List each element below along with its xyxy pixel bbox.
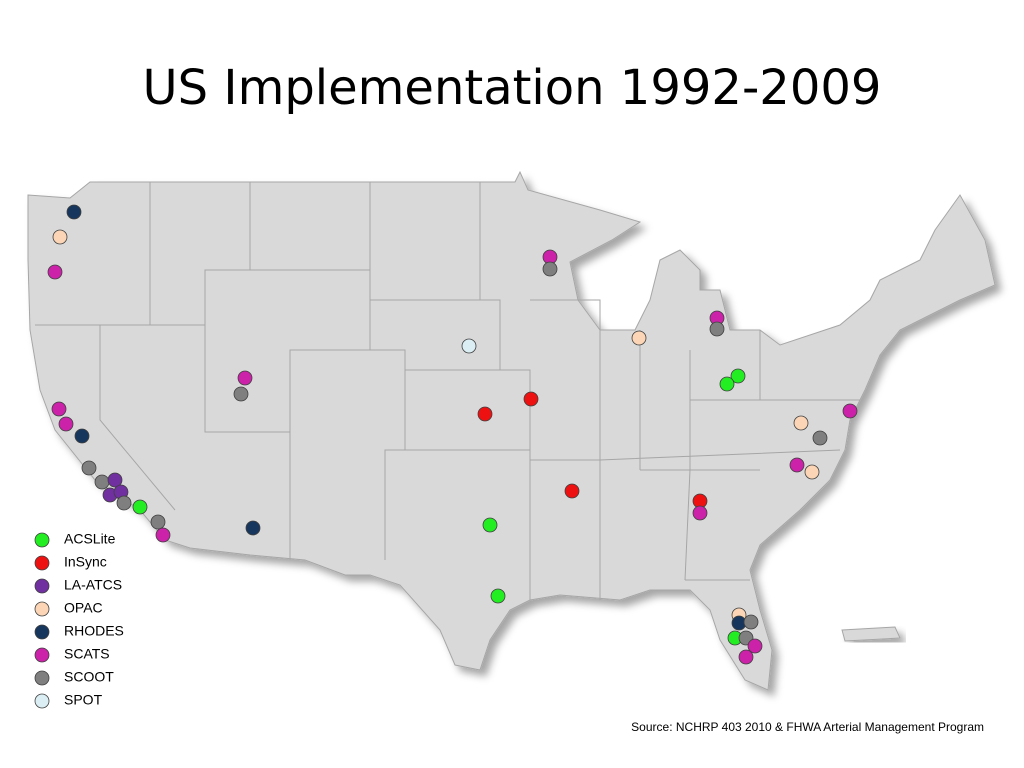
site-marker bbox=[793, 415, 809, 431]
site-marker bbox=[692, 505, 708, 521]
site-marker bbox=[245, 520, 261, 536]
legend-label: SPOT bbox=[64, 692, 103, 708]
legend-label: OPAC bbox=[64, 600, 103, 616]
source-note: Source: NCHRP 403 2010 & FHWA Arterial M… bbox=[631, 720, 984, 734]
legend-label: InSync bbox=[64, 554, 107, 570]
site-marker bbox=[789, 457, 805, 473]
legend-marker bbox=[34, 693, 50, 709]
legend-label: SCATS bbox=[64, 646, 110, 662]
site-marker bbox=[52, 229, 68, 245]
site-marker bbox=[477, 406, 493, 422]
site-marker bbox=[738, 649, 754, 665]
site-marker bbox=[155, 527, 171, 543]
legend-label: RHODES bbox=[64, 623, 124, 639]
site-marker bbox=[730, 368, 746, 384]
legend-marker bbox=[34, 578, 50, 594]
legend-marker bbox=[34, 647, 50, 663]
site-marker bbox=[233, 386, 249, 402]
site-marker bbox=[523, 391, 539, 407]
site-markers bbox=[47, 204, 858, 665]
legend-label: SCOOT bbox=[64, 669, 114, 685]
slide-title: US Implementation 1992-2009 bbox=[142, 60, 882, 116]
puerto-rico bbox=[841, 626, 901, 642]
state-borders bbox=[35, 182, 860, 600]
site-marker bbox=[74, 428, 90, 444]
legend-marker bbox=[34, 555, 50, 571]
site-marker bbox=[804, 464, 820, 480]
site-marker bbox=[107, 472, 123, 488]
site-marker bbox=[116, 495, 132, 511]
site-marker bbox=[812, 430, 828, 446]
site-marker bbox=[743, 614, 759, 630]
legend-label: LA-ATCS bbox=[64, 577, 122, 593]
site-marker bbox=[58, 416, 74, 432]
legend-label: ACSLite bbox=[64, 531, 116, 547]
site-marker bbox=[66, 204, 82, 220]
site-marker bbox=[747, 638, 763, 654]
us-outline bbox=[27, 170, 996, 691]
site-marker bbox=[564, 483, 580, 499]
site-marker bbox=[482, 517, 498, 533]
site-marker bbox=[490, 588, 506, 604]
site-marker bbox=[94, 474, 110, 490]
legend-marker bbox=[34, 532, 50, 548]
site-marker bbox=[132, 499, 148, 515]
site-marker bbox=[709, 321, 725, 337]
site-marker bbox=[81, 460, 97, 476]
legend-marker bbox=[34, 670, 50, 686]
legend-marker bbox=[34, 624, 50, 640]
site-marker bbox=[631, 330, 647, 346]
site-marker bbox=[842, 403, 858, 419]
site-marker bbox=[150, 514, 166, 530]
legend: ACSLite InSync LA-ATCS OPAC RHODES SCATS SCOOT… bbox=[34, 531, 124, 709]
legend-marker bbox=[34, 601, 50, 617]
site-marker bbox=[51, 401, 67, 417]
site-marker bbox=[237, 370, 253, 386]
site-marker bbox=[47, 264, 63, 280]
site-marker bbox=[461, 338, 477, 354]
site-marker bbox=[542, 261, 558, 277]
site-marker bbox=[719, 376, 735, 392]
